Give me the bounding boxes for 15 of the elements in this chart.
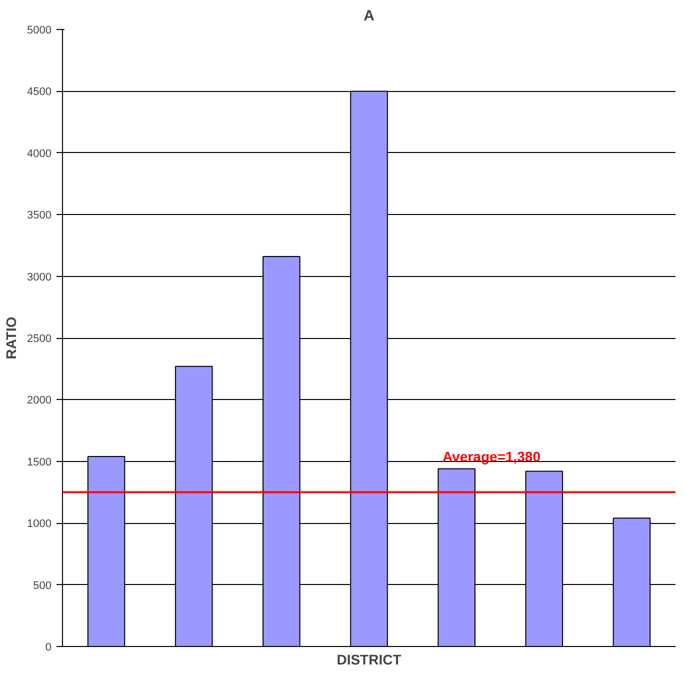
y-tick-label: 3500 [27, 210, 52, 222]
chart-title: A [364, 8, 375, 24]
y-tick-label: 500 [33, 580, 52, 592]
y-tick-label: 0 [45, 642, 52, 654]
y-tick-label: 4000 [27, 148, 52, 160]
x-axis-title: DISTRICT [336, 652, 402, 668]
y-axis-title: RATIO [3, 316, 20, 360]
y-tick-label: 4500 [27, 86, 52, 98]
annotation: Average=1,380 [442, 448, 541, 464]
y-tick-label: 5000 [27, 24, 52, 36]
y-tick-label: 1500 [27, 456, 52, 468]
y-tick-label: 2000 [27, 394, 52, 407]
y-tick-label: 3000 [27, 271, 52, 284]
y-tick-label: 1000 [27, 518, 52, 530]
y-tick-label: 2500 [27, 333, 52, 345]
